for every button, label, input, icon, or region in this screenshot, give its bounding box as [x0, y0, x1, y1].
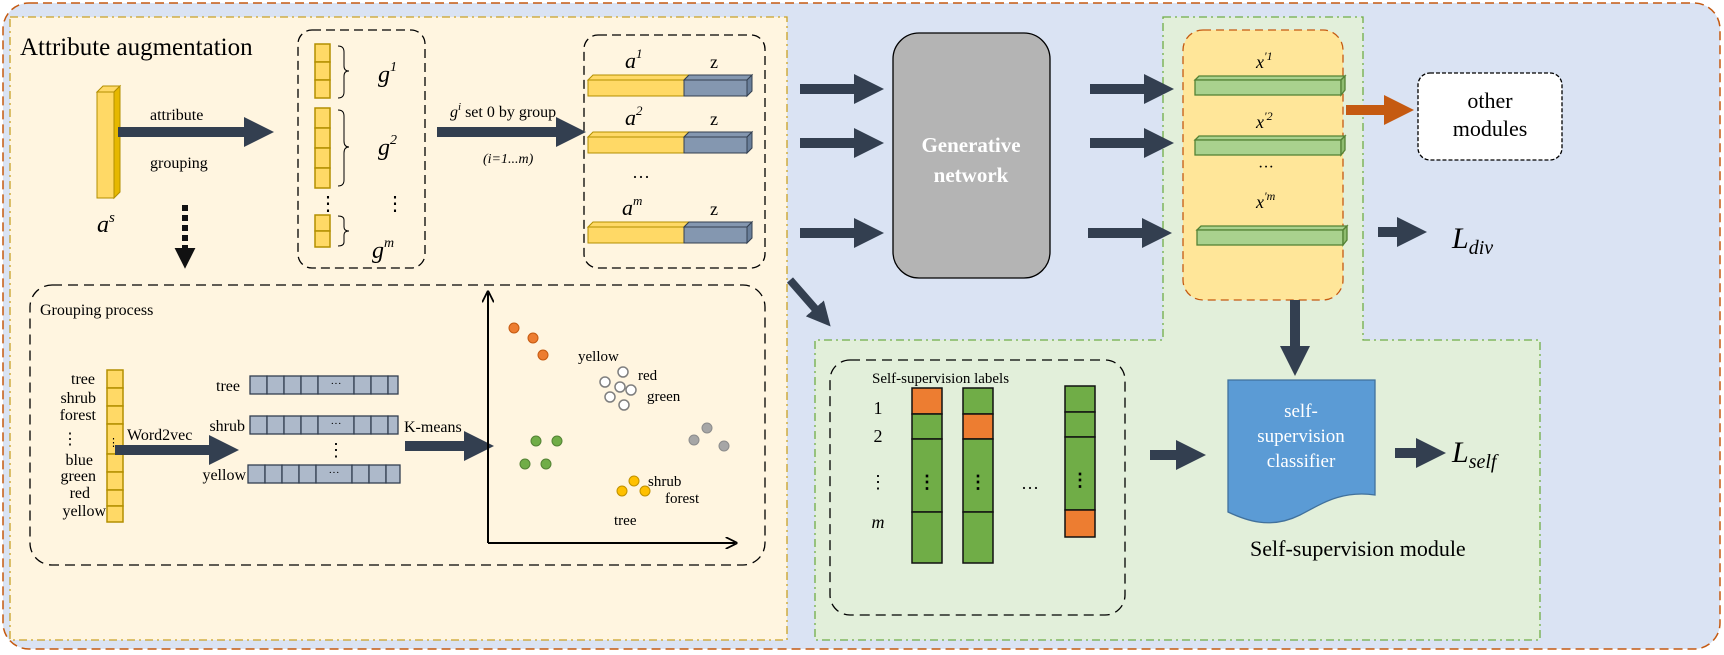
row-labels: 1 2 ⋮ m: [869, 398, 887, 532]
set-zero-range: (i=1...m): [483, 152, 534, 167]
svg-text:blue: blue: [65, 452, 93, 469]
attribute-augmentation-region: [9, 16, 788, 641]
loss-div: Ldiv: [1451, 222, 1493, 259]
svg-text:red: red: [70, 485, 90, 502]
svg-text:yellow: yellow: [202, 467, 246, 484]
green-cluster: [519, 435, 563, 470]
grouping-process-title: Grouping process: [40, 302, 153, 319]
other-modules-label: other modules: [1453, 88, 1528, 141]
feature-dots: ···: [1258, 159, 1274, 176]
gray-cluster: [688, 422, 730, 452]
word-list: tree shrub forest ⋮ blue green red yello…: [60, 371, 119, 520]
input-attribute-vector: [95, 84, 122, 200]
group-label-m: gm: [372, 236, 394, 264]
self-supervision-labels-box: [829, 359, 1126, 616]
svg-text:forest: forest: [665, 491, 700, 507]
orange-cluster: [508, 322, 549, 361]
group-cells: [314, 43, 331, 248]
grouping-process-box: [29, 284, 766, 566]
svg-text:···: ···: [331, 418, 342, 430]
other-modules-box: [1417, 72, 1563, 161]
attribute-groups-box: [297, 29, 426, 269]
svg-text:···: ···: [331, 378, 342, 390]
embedding-cell-dots: ··· ··· ···: [329, 378, 342, 479]
svg-text:green: green: [60, 468, 96, 485]
self-supervision-labels-title: Self-supervision labels: [872, 371, 1009, 387]
svg-text:tree: tree: [216, 378, 240, 395]
embedding-dots: ⋮: [327, 440, 345, 460]
noise-label-2: z: [710, 109, 718, 129]
cluster-labels: yellow red green shrub forest tree: [578, 349, 700, 529]
kmeans-label: K-means: [404, 419, 462, 436]
generated-feature-vectors: [1193, 74, 1349, 247]
embedding-labels: tree shrub yellow: [202, 378, 246, 484]
group-labels-dots: ⋮: [385, 193, 405, 215]
svg-text:⋮: ⋮: [969, 472, 987, 492]
augmentation-title: Attribute augmentation: [20, 34, 253, 61]
augmented-label-1: a1: [625, 46, 643, 73]
word2vec-label: Word2vec: [127, 427, 192, 444]
svg-text:shrub: shrub: [60, 390, 96, 407]
svg-text:···: ···: [329, 467, 340, 479]
svg-text:⋮: ⋮: [1071, 470, 1089, 490]
noise-label-1: z: [710, 52, 718, 72]
generator-output-arrows: [1088, 74, 1174, 248]
svg-text:red: red: [638, 368, 658, 384]
svg-text:green: green: [647, 389, 681, 405]
augmented-attributes-box: [583, 34, 766, 269]
attribute-label: attribute: [150, 107, 203, 124]
yellow-cluster: [616, 475, 651, 497]
svg-text:⋮: ⋮: [108, 437, 119, 449]
label-cell-dots: ⋮ ⋮ ⋮: [918, 470, 1089, 492]
svg-text:tree: tree: [71, 371, 95, 388]
svg-text:tree: tree: [614, 513, 637, 529]
gray-hollow-cluster: [599, 366, 637, 411]
group-cells-dots: ⋮: [318, 193, 338, 215]
feature-label-1: x'1: [1255, 49, 1273, 72]
to-self-supervision-arrow: [786, 277, 831, 327]
generative-network-label: Generative network: [921, 133, 1020, 187]
generator-input-arrows: [800, 74, 884, 248]
svg-text:shrub: shrub: [209, 418, 245, 435]
svg-text:m: m: [872, 512, 885, 532]
feature-label-2: x'2: [1255, 109, 1273, 132]
augmented-label-m: am: [622, 193, 642, 220]
input-attribute-label: as: [97, 210, 115, 238]
svg-text:⋮: ⋮: [918, 472, 936, 492]
svg-text:1: 1: [874, 398, 883, 418]
label-columns: [911, 385, 1096, 564]
grouping-label: grouping: [150, 155, 208, 172]
generative-network: [892, 32, 1051, 279]
svg-text:2: 2: [874, 426, 883, 446]
self-supervision-classifier: self-supervision classifier: [1227, 379, 1376, 524]
group-label-1: g1: [378, 60, 397, 88]
svg-text:⋮: ⋮: [62, 431, 78, 448]
self-supervision-module-title: Self-supervision module: [1250, 536, 1466, 561]
augmented-label-2: a2: [625, 103, 643, 130]
svg-text:yellow: yellow: [578, 349, 619, 365]
noise-label-m: z: [710, 199, 718, 219]
group-label-2: g2: [378, 133, 397, 161]
svg-text:shrub: shrub: [648, 474, 681, 490]
label-columns-dots: ···: [1021, 478, 1039, 498]
augmented-vectors: [586, 73, 754, 245]
feature-label-m: x'm: [1255, 189, 1276, 212]
augmented-dots: ···: [632, 167, 650, 187]
embedding-rows: [247, 375, 401, 484]
cluster-plot: yellow red green shrub forest tree: [488, 293, 735, 543]
svg-text:forest: forest: [60, 407, 97, 424]
loss-self: Lself: [1451, 436, 1499, 473]
set-zero-label: gi set 0 by group: [450, 101, 556, 121]
group-brackets: [337, 45, 350, 247]
svg-text:yellow: yellow: [62, 503, 106, 520]
svg-text:⋮: ⋮: [869, 472, 887, 492]
